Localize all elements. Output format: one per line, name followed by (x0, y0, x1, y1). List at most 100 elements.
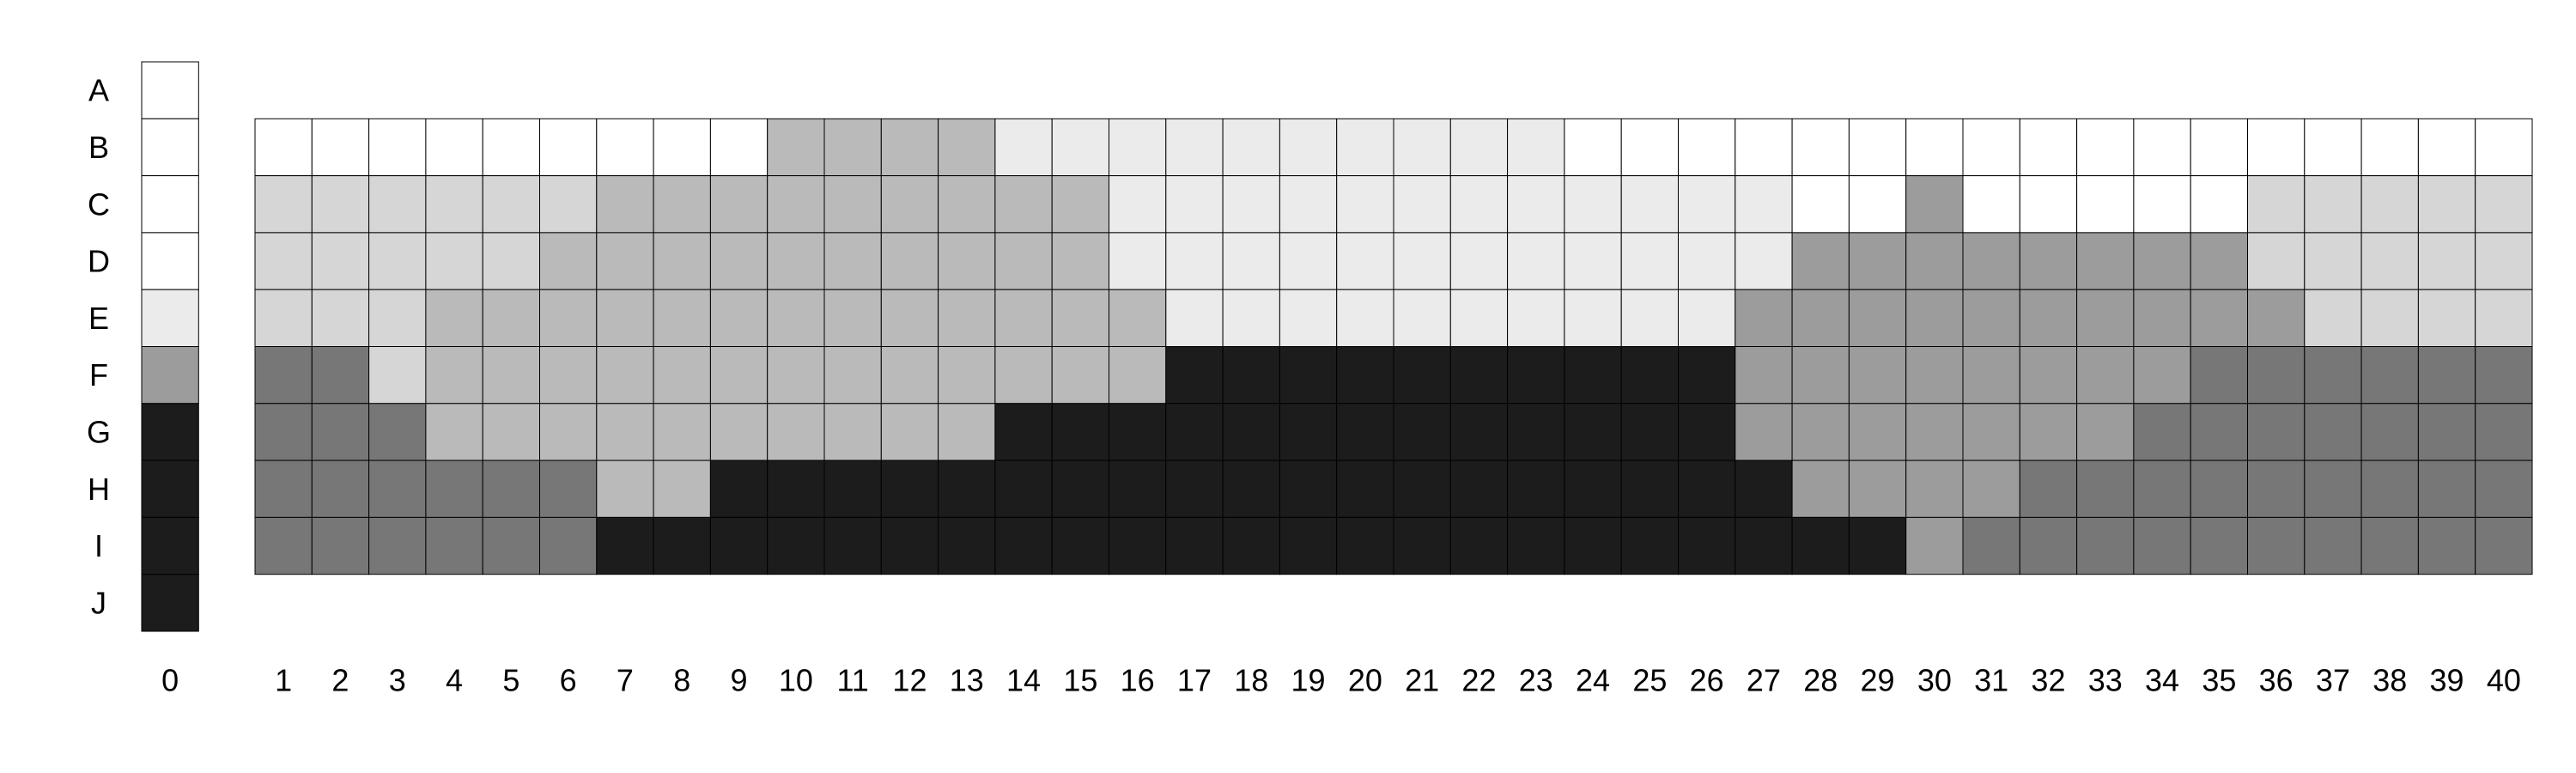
cell-d-1 (254, 232, 313, 290)
cell-h-17 (1165, 460, 1224, 518)
cell-b-18 (1222, 118, 1280, 177)
cell-h-30 (1905, 460, 1964, 518)
cell-b-22 (1449, 118, 1509, 177)
cell-b-25 (1620, 118, 1679, 177)
cell-h-23 (1507, 460, 1565, 518)
cell-d-32 (2019, 232, 2078, 290)
cell-d-18 (1222, 232, 1280, 290)
column-label-38: 38 (2372, 663, 2407, 698)
cell-c-24 (1564, 175, 1622, 234)
cell-e-12 (880, 289, 939, 348)
cell-g-26 (1678, 403, 1736, 461)
cell-i-36 (2247, 516, 2306, 575)
cell-g-30 (1905, 403, 1964, 461)
cell-g-17 (1165, 403, 1224, 461)
cell-d-16 (1109, 232, 1167, 290)
cell-e-40 (2475, 289, 2533, 348)
cell-d-17 (1165, 232, 1224, 290)
cell-i-39 (2417, 516, 2476, 575)
cell-b-29 (1848, 118, 1907, 177)
column-label-34: 34 (2145, 663, 2179, 698)
cell-d-36 (2247, 232, 2306, 290)
column-label-15: 15 (1063, 663, 1097, 698)
cell-i-24 (1564, 516, 1622, 575)
row-label-b: B (88, 130, 109, 165)
cell-f-9 (709, 346, 769, 405)
cell-h-4 (425, 460, 483, 518)
cell-i-8 (653, 516, 711, 575)
cell-d-40 (2475, 232, 2533, 290)
cell-f-16 (1109, 346, 1167, 405)
cell-i-6 (539, 516, 598, 575)
cell-g-14 (994, 403, 1053, 461)
cell-d-5 (482, 232, 541, 290)
cell-b-10 (767, 118, 825, 177)
cell-g-31 (1962, 403, 2020, 461)
cell-e-25 (1620, 289, 1679, 348)
row-label-g: G (87, 414, 111, 449)
column-label-4: 4 (446, 663, 463, 698)
cell-c-10 (767, 175, 825, 234)
column-label-5: 5 (502, 663, 519, 698)
cell-h-18 (1222, 460, 1280, 518)
column-label-22: 22 (1461, 663, 1496, 698)
cell-g-23 (1507, 403, 1565, 461)
cell-c-33 (2076, 175, 2135, 234)
cell-e-16 (1109, 289, 1167, 348)
column-label-37: 37 (2316, 663, 2350, 698)
cell-b-20 (1336, 118, 1394, 177)
cell-i-19 (1279, 516, 1338, 575)
row-label-j: J (91, 585, 106, 620)
cell-c-29 (1848, 175, 1907, 234)
column-label-27: 27 (1747, 663, 1781, 698)
cell-b-40 (2475, 118, 2533, 177)
cell-e-4 (425, 289, 483, 348)
cell-f-29 (1848, 346, 1907, 405)
cell-b-7 (596, 118, 654, 177)
cell-c-7 (596, 175, 654, 234)
cell-f-18 (1222, 346, 1280, 405)
cell-g-15 (1051, 403, 1109, 461)
cell-e-27 (1735, 289, 1793, 348)
cell-d-34 (2133, 232, 2191, 290)
cell-e-7 (596, 289, 654, 348)
cell-d-4 (425, 232, 483, 290)
cell-f-6 (539, 346, 598, 405)
cell-b-8 (653, 118, 711, 177)
row-label-c: C (88, 186, 110, 222)
cell-e-39 (2417, 289, 2476, 348)
row-label-a: A (88, 73, 109, 108)
cell-b-12 (880, 118, 939, 177)
cell-d-20 (1336, 232, 1394, 290)
cell-g-1 (254, 403, 313, 461)
cell-i-7 (596, 516, 654, 575)
cell-f-19 (1279, 346, 1338, 405)
cell-f-10 (767, 346, 825, 405)
row-label-h: H (88, 472, 110, 507)
cell-b-4 (425, 118, 483, 177)
cell-d-31 (1962, 232, 2020, 290)
cell-e-19 (1279, 289, 1338, 348)
column-label-29: 29 (1861, 663, 1895, 698)
cell-b-39 (2417, 118, 2476, 177)
cell-c-36 (2247, 175, 2306, 234)
cell-i-10 (767, 516, 825, 575)
cell-g-4 (425, 403, 483, 461)
cell-d-39 (2417, 232, 2476, 290)
cell-b-19 (1279, 118, 1338, 177)
cell-c-31 (1962, 175, 2020, 234)
cell-d-15 (1051, 232, 1109, 290)
cell-c-4 (425, 175, 483, 234)
reference-cell-h (141, 460, 199, 518)
cell-h-5 (482, 460, 541, 518)
cell-h-8 (653, 460, 711, 518)
cell-c-15 (1051, 175, 1109, 234)
cell-d-25 (1620, 232, 1679, 290)
cell-c-25 (1620, 175, 1679, 234)
cell-c-18 (1222, 175, 1280, 234)
cell-b-3 (368, 118, 427, 177)
column-label-13: 13 (950, 663, 984, 698)
column-label-18: 18 (1234, 663, 1268, 698)
cell-f-3 (368, 346, 427, 405)
